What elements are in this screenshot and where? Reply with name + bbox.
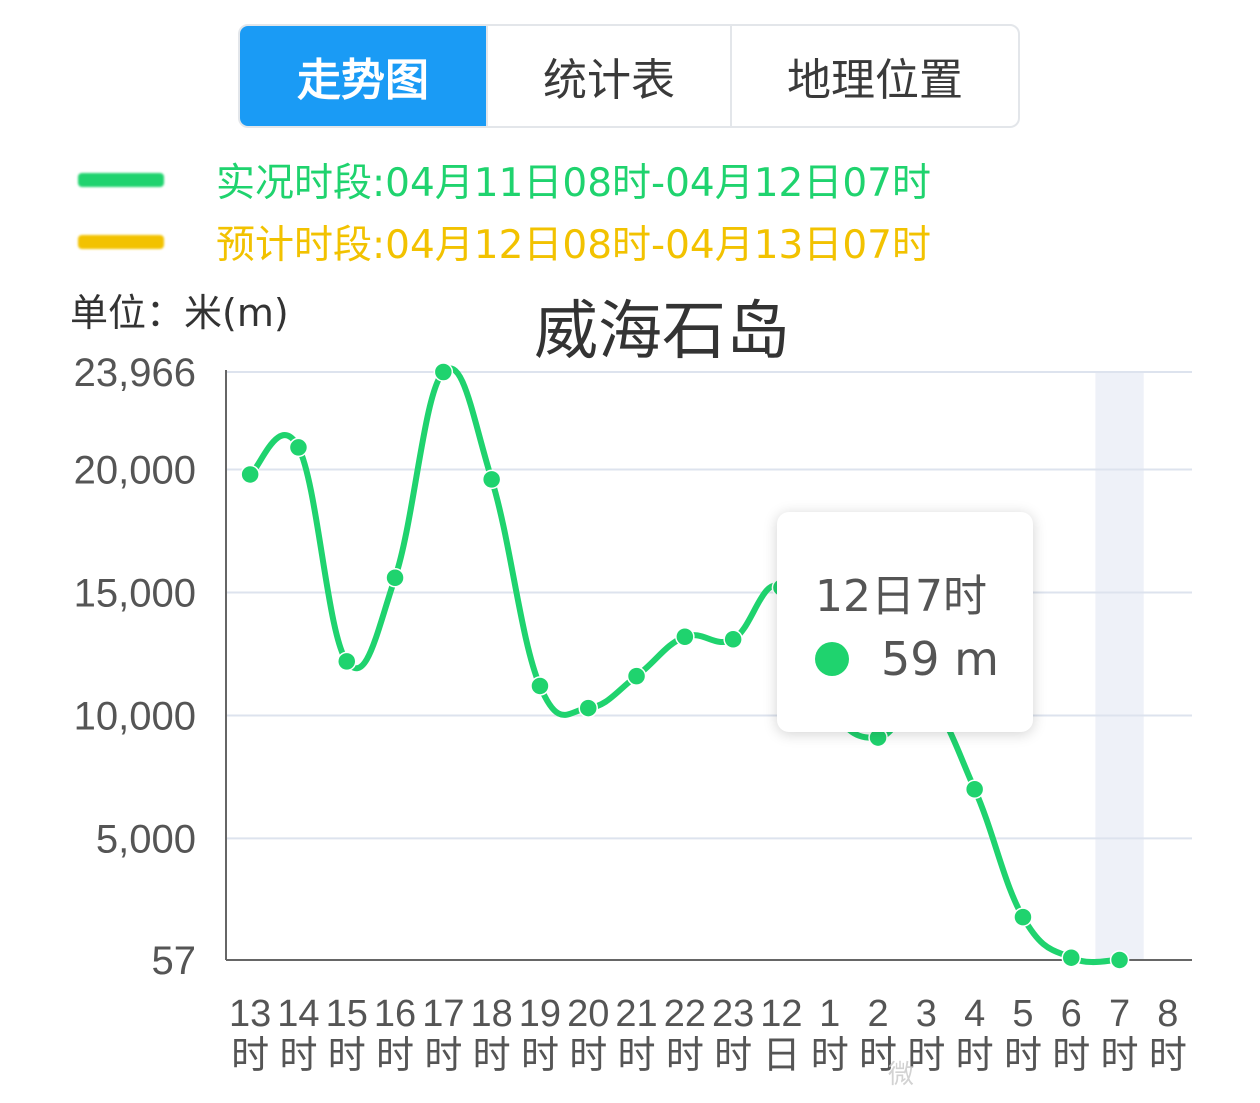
x-tick-unit: 时 xyxy=(666,1033,704,1077)
data-point xyxy=(481,469,502,490)
legend-observed-swatch xyxy=(78,173,164,187)
data-point xyxy=(723,629,743,649)
data-point xyxy=(385,567,405,588)
x-tick-label: 7 xyxy=(1109,993,1130,1035)
watermark: 微 xyxy=(888,1060,915,1090)
legend-observed-label: 实况时段:04月11日08时-04月12日07时 xyxy=(216,161,931,206)
x-tick-label: 23 xyxy=(712,993,754,1035)
x-tick-label: 2 xyxy=(867,993,888,1035)
x-tick-label: 21 xyxy=(615,993,657,1035)
x-tick-label: 5 xyxy=(1012,993,1033,1035)
x-tick-label: 6 xyxy=(1061,993,1082,1035)
data-point xyxy=(626,666,647,686)
x-tick-unit: 时 xyxy=(859,1033,897,1077)
x-tick-unit: 日 xyxy=(762,1033,800,1077)
y-tick-label: 23,966 xyxy=(74,351,196,395)
x-tick-unit: 时 xyxy=(1052,1033,1090,1077)
x-tick-label: 19 xyxy=(519,993,561,1035)
x-tick-label: 13 xyxy=(229,993,271,1035)
data-point xyxy=(675,627,695,647)
data-point xyxy=(964,779,985,799)
x-tick-unit: 时 xyxy=(907,1033,945,1077)
x-tick-unit: 时 xyxy=(328,1033,366,1077)
x-tick-unit: 时 xyxy=(811,1033,849,1077)
x-tick-label: 12 xyxy=(760,993,802,1035)
x-tick-unit: 时 xyxy=(473,1033,511,1077)
x-tick-label: 14 xyxy=(277,993,319,1035)
data-point xyxy=(530,676,550,696)
data-point xyxy=(1013,907,1033,927)
tooltip-value: 59 m xyxy=(881,632,999,686)
x-tick-label: 8 xyxy=(1157,993,1178,1035)
x-tick-unit: 时 xyxy=(1004,1033,1042,1077)
x-tick-unit: 时 xyxy=(956,1033,994,1077)
data-point xyxy=(1061,947,1081,968)
x-tick-label: 15 xyxy=(326,993,368,1035)
tab-trend[interactable]: 走势图 xyxy=(240,26,488,126)
x-tick-label: 18 xyxy=(471,993,513,1035)
x-tick-label: 3 xyxy=(916,993,937,1035)
highlight-band xyxy=(1095,372,1144,960)
x-tick-unit: 时 xyxy=(279,1033,317,1077)
y-tick-label: 10,000 xyxy=(74,694,196,738)
x-tick-label: 16 xyxy=(374,993,416,1035)
legend-observed[interactable]: 实况时段:04月11日08时-04月12日07时 xyxy=(78,158,931,206)
data-point xyxy=(1109,950,1130,970)
data-point xyxy=(337,651,357,672)
x-tick-unit: 时 xyxy=(521,1033,559,1077)
x-tick-unit: 时 xyxy=(424,1033,462,1077)
data-tooltip: 12日7时 59 m xyxy=(777,512,1033,732)
tab-location[interactable]: 地理位置 xyxy=(787,55,963,106)
tooltip-series-dot xyxy=(815,642,849,676)
legend-forecast-swatch xyxy=(78,235,164,249)
y-tick-label: 5,000 xyxy=(96,817,196,861)
data-point xyxy=(578,698,598,718)
x-tick-unit: 时 xyxy=(231,1033,269,1077)
tooltip-title: 12日7时 xyxy=(815,571,987,622)
x-tick-label: 20 xyxy=(567,993,609,1035)
legend-forecast[interactable]: 预计时段:04月12日08时-04月13日07时 xyxy=(78,220,931,268)
x-tick-unit: 时 xyxy=(1101,1033,1139,1077)
x-tick-label: 1 xyxy=(819,993,840,1035)
legend-forecast-label: 预计时段:04月12日08时-04月13日07时 xyxy=(216,223,931,268)
x-tick-unit: 时 xyxy=(376,1033,414,1077)
data-point xyxy=(288,437,309,458)
chart-title: 威海石岛 xyxy=(534,295,790,369)
x-tick-label: 4 xyxy=(964,993,985,1035)
y-tick-label: 15,000 xyxy=(74,572,196,616)
x-tick-unit: 时 xyxy=(1149,1033,1187,1077)
y-tick-label: 57 xyxy=(152,939,197,983)
view-tabs: 走势图 统计表 地理位置 xyxy=(238,24,1020,128)
y-tick-label: 20,000 xyxy=(74,449,196,493)
unit-label: 单位：米(m) xyxy=(70,291,289,335)
x-tick-label: 22 xyxy=(664,993,706,1035)
x-tick-label: 17 xyxy=(422,993,464,1035)
x-tick-unit: 时 xyxy=(618,1033,656,1077)
x-tick-unit: 时 xyxy=(569,1033,607,1077)
tab-statistics[interactable]: 统计表 xyxy=(488,26,732,126)
data-point xyxy=(433,362,454,382)
x-tick-unit: 时 xyxy=(714,1033,752,1077)
data-point xyxy=(240,464,260,485)
